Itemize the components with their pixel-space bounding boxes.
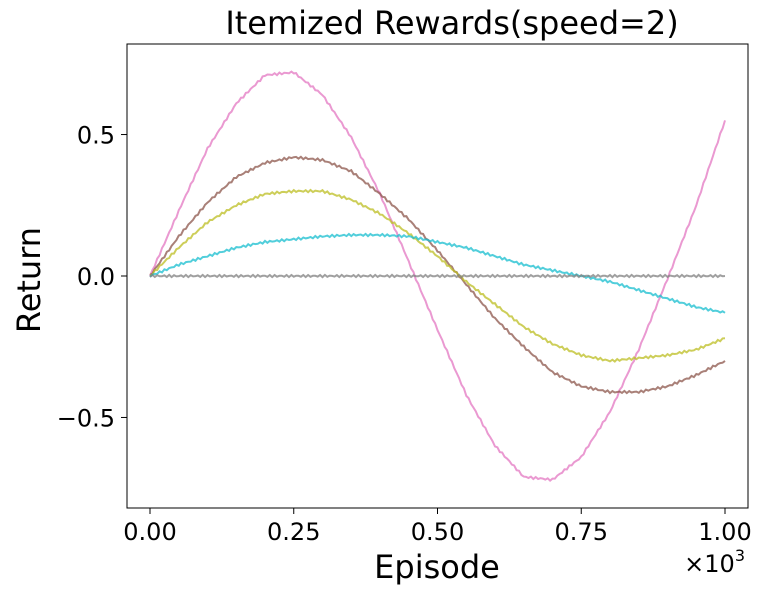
series-layer [149,70,726,482]
x-axis-label: Episode [374,548,500,586]
series-line-2 [149,155,726,395]
x-offset-text: ×103 [684,546,745,578]
y-tick-label: 0.5 [77,122,115,150]
chart-title: Itemized Rewards(speed=2) [225,4,678,42]
x-tick-label: 0.25 [267,518,320,546]
series-line-1 [149,70,726,482]
x-offset-base: ×10 [684,550,735,578]
y-axis-label: Return [10,227,48,333]
y-tick-label: 0.0 [77,263,115,291]
x-tick-label: 0.00 [123,518,176,546]
x-offset-exponent: 3 [735,546,745,565]
y-tick-label: −0.5 [57,404,115,432]
series-line-3 [149,188,726,363]
series-line-5 [149,273,726,279]
series-line-4 [149,232,726,314]
x-tick-label: 0.50 [411,518,464,546]
x-axis: 0.00 0.25 0.50 0.75 1.00 [123,508,752,546]
x-tick-label: 1.00 [698,518,751,546]
y-axis: −0.5 0.0 0.5 [57,122,127,432]
x-tick-label: 0.75 [555,518,608,546]
